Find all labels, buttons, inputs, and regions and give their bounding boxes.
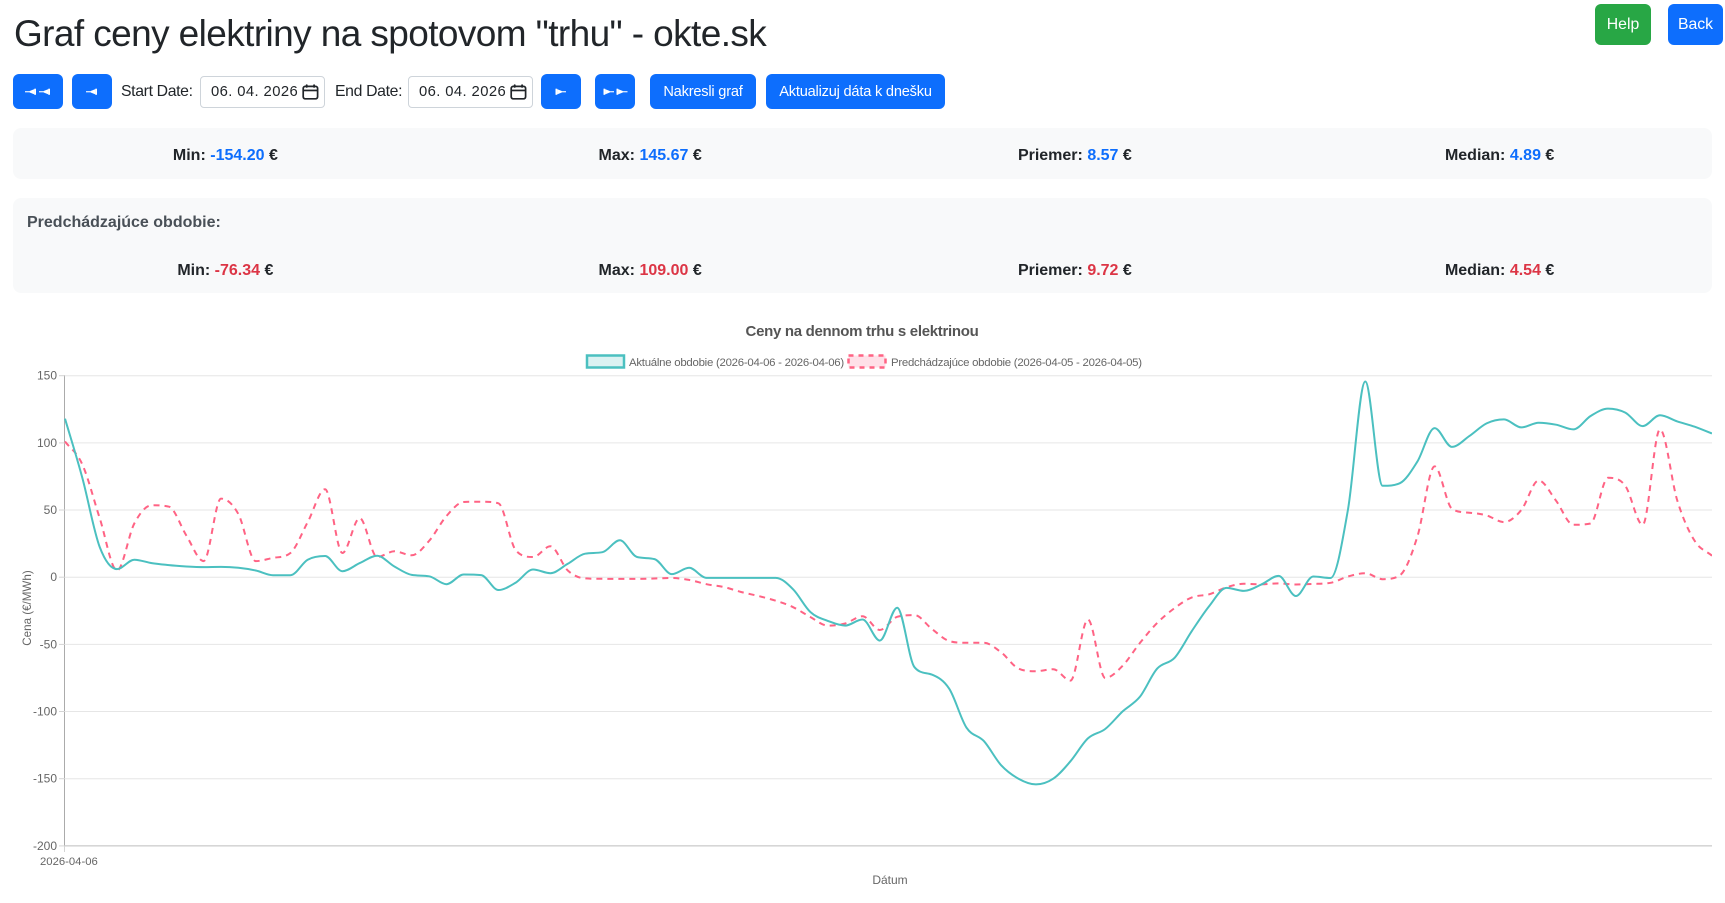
svg-text:Aktuálne obdobie (2026-04-06 -: Aktuálne obdobie (2026-04-06 - 2026-04-0…	[629, 357, 844, 369]
svg-text:Predchádzajúce obdobie (2026-0: Predchádzajúce obdobie (2026-04-05 - 202…	[891, 357, 1142, 369]
svg-text:0: 0	[50, 570, 57, 584]
svg-text:50: 50	[44, 503, 58, 517]
svg-text:150: 150	[37, 369, 57, 383]
svg-text:-50: -50	[40, 637, 58, 651]
svg-text:-100: -100	[33, 705, 57, 719]
svg-text:Dátum: Dátum	[872, 873, 907, 887]
svg-text:2026-04-06: 2026-04-06	[40, 856, 98, 868]
svg-text:-150: -150	[33, 772, 57, 786]
svg-text:-200: -200	[33, 839, 57, 853]
svg-text:Cena (€/MWh): Cena (€/MWh)	[21, 570, 34, 646]
svg-text:Ceny na dennom trhu s elektrin: Ceny na dennom trhu s elektrinou	[746, 323, 979, 340]
svg-text:100: 100	[37, 436, 57, 450]
